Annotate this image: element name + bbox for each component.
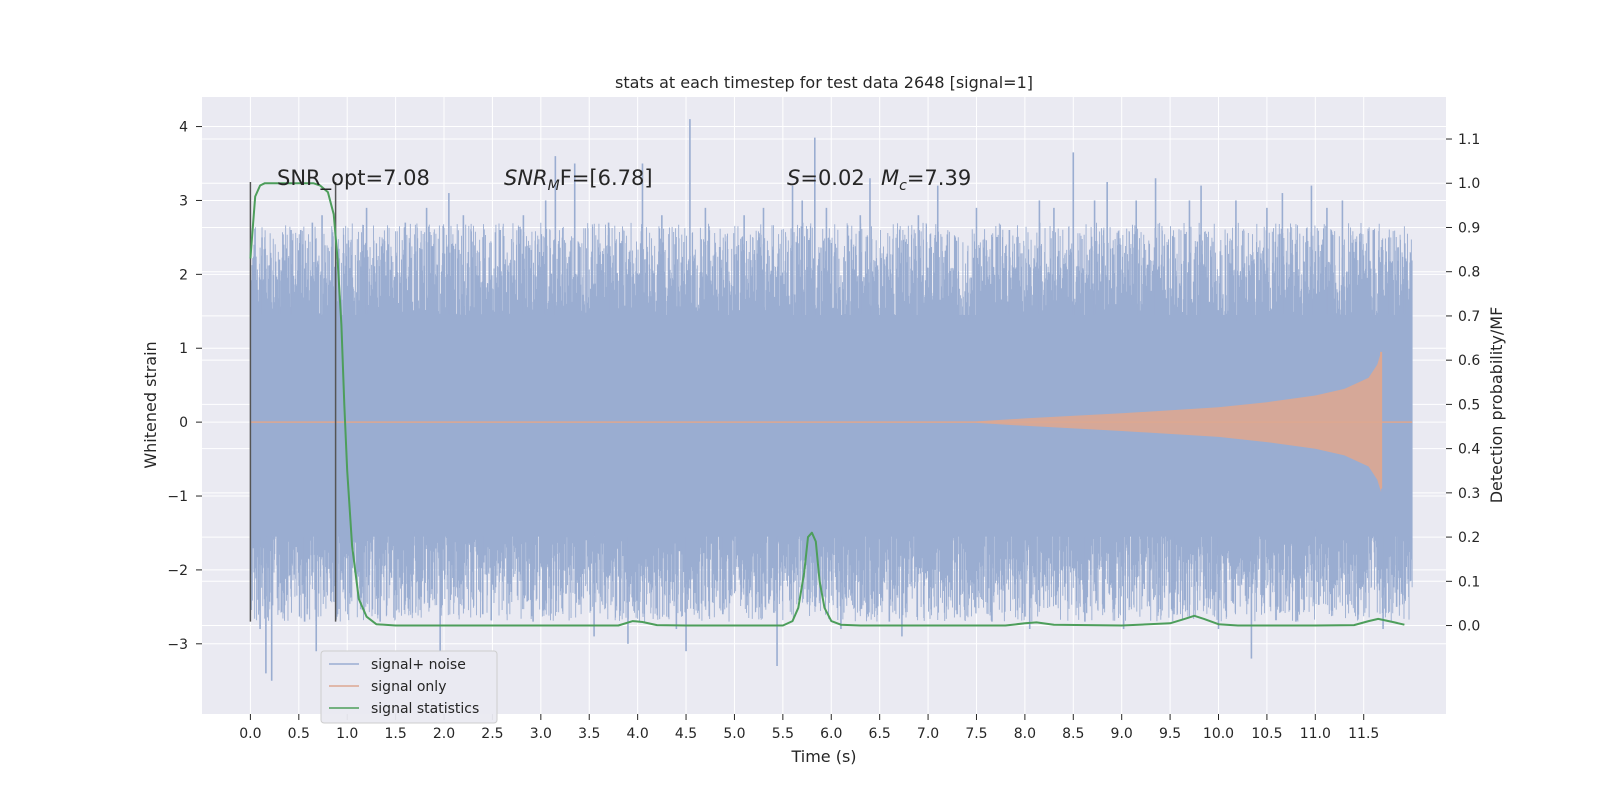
y-left-axis-label: Whitened strain bbox=[141, 341, 160, 468]
chirp-envelope bbox=[976, 351, 1382, 493]
y-right-axis-label: Detection probability/MF bbox=[1487, 307, 1506, 504]
legend-label-signal-statistics: signal statistics bbox=[371, 701, 479, 717]
annotation-mc: Mc=7.39 bbox=[881, 166, 971, 194]
x-tick-label: 3.5 bbox=[578, 726, 600, 742]
x-tick-label: 6.5 bbox=[869, 726, 891, 742]
mc-value: =7.39 bbox=[907, 166, 971, 190]
y-right-tick-label: 0.6 bbox=[1458, 353, 1480, 369]
y-right-tick-label: 0.9 bbox=[1458, 220, 1480, 236]
legend-label-signal-only: signal only bbox=[371, 679, 446, 695]
snr-mf-subscript: M bbox=[548, 178, 560, 194]
x-tick-label: 8.5 bbox=[1062, 726, 1084, 742]
x-tick-label: 2.5 bbox=[481, 726, 503, 742]
x-tick-label: 2.0 bbox=[433, 726, 455, 742]
snr-mf-suffix: F=[6.78] bbox=[560, 166, 653, 190]
x-tick-label: 5.5 bbox=[772, 726, 794, 742]
y-right-tick-label: 0.0 bbox=[1458, 619, 1480, 635]
y-left-tick-label: 0 bbox=[179, 415, 188, 431]
y-right-tick-label: 1.1 bbox=[1458, 132, 1480, 148]
snr-mf-suffix-text: F=[6.78] bbox=[560, 166, 653, 190]
y-right-tick-label: 0.8 bbox=[1458, 265, 1480, 281]
y-right-tick-label: 0.7 bbox=[1458, 309, 1480, 325]
x-tick-label: 11.5 bbox=[1348, 726, 1379, 742]
y-right-axis-ticks: 0.0 0.1 0.2 0.3 0.4 0.5 0.6 0.7 0.8 0.9 1.0 1.1 bbox=[1446, 132, 1480, 635]
y-left-tick-label: −3 bbox=[167, 637, 188, 653]
x-tick-label: 0.5 bbox=[288, 726, 310, 742]
y-right-tick-label: 0.2 bbox=[1458, 530, 1480, 546]
signal-only-series bbox=[250, 351, 1413, 493]
legend-label-signal-noise: signal+ noise bbox=[371, 657, 466, 673]
snr-mf-prefix: SNR bbox=[504, 166, 548, 190]
x-tick-label: 7.5 bbox=[965, 726, 987, 742]
x-tick-label: 3.0 bbox=[530, 726, 552, 742]
y-right-tick-label: 0.3 bbox=[1458, 486, 1480, 502]
x-tick-label: 6.0 bbox=[820, 726, 842, 742]
x-tick-label: 10.0 bbox=[1203, 726, 1234, 742]
y-left-axis-ticks: −3 −2 −1 0 1 2 3 4 bbox=[167, 120, 202, 653]
x-axis-ticks: 0.0 0.5 1.0 1.5 2.0 2.5 3.0 3.5 4.0 4.5 5.0 5.5 6.0 6… bbox=[239, 714, 1379, 742]
chart-title: stats at each timestep for test data 264… bbox=[615, 73, 1033, 92]
y-left-tick-label: 2 bbox=[179, 267, 188, 283]
x-tick-label: 4.5 bbox=[675, 726, 697, 742]
legend: signal+ noise signal only signal statist… bbox=[320, 650, 498, 724]
s-label: S bbox=[787, 166, 800, 190]
x-tick-label: 9.5 bbox=[1159, 726, 1181, 742]
x-tick-label: 1.0 bbox=[336, 726, 358, 742]
y-left-tick-label: 4 bbox=[179, 120, 188, 136]
y-left-tick-label: 1 bbox=[179, 341, 188, 357]
x-tick-label: 7.0 bbox=[917, 726, 939, 742]
x-tick-label: 9.0 bbox=[1111, 726, 1133, 742]
y-right-tick-label: 0.1 bbox=[1458, 574, 1480, 590]
y-left-tick-label: −2 bbox=[167, 563, 188, 579]
y-left-tick-label: −1 bbox=[167, 489, 188, 505]
mc-label: M bbox=[881, 166, 899, 190]
y-left-tick-label: 3 bbox=[179, 193, 188, 209]
x-tick-label: 8.0 bbox=[1014, 726, 1036, 742]
x-tick-label: 0.0 bbox=[239, 726, 261, 742]
y-right-tick-label: 0.4 bbox=[1458, 442, 1480, 458]
annotation-snr-opt: SNR_opt=7.08 bbox=[277, 166, 430, 191]
statistics-line bbox=[249, 182, 1405, 627]
signal-statistics-series bbox=[249, 182, 1405, 627]
y-right-tick-label: 0.5 bbox=[1458, 397, 1480, 413]
y-right-tick-label: 1.0 bbox=[1458, 176, 1480, 192]
x-tick-label: 11.0 bbox=[1300, 726, 1331, 742]
x-tick-label: 10.5 bbox=[1251, 726, 1282, 742]
legend-box bbox=[320, 650, 498, 724]
annotation-s: S=0.02 bbox=[787, 166, 865, 190]
s-value: =0.02 bbox=[800, 166, 864, 190]
x-tick-label: 4.0 bbox=[627, 726, 649, 742]
x-tick-label: 1.5 bbox=[384, 726, 406, 742]
x-axis-label: Time (s) bbox=[790, 747, 856, 766]
annotation-snr-mf: SNRMF=[6.78] bbox=[504, 166, 653, 194]
x-tick-label: 5.0 bbox=[723, 726, 745, 742]
mc-subscript: c bbox=[899, 178, 907, 194]
